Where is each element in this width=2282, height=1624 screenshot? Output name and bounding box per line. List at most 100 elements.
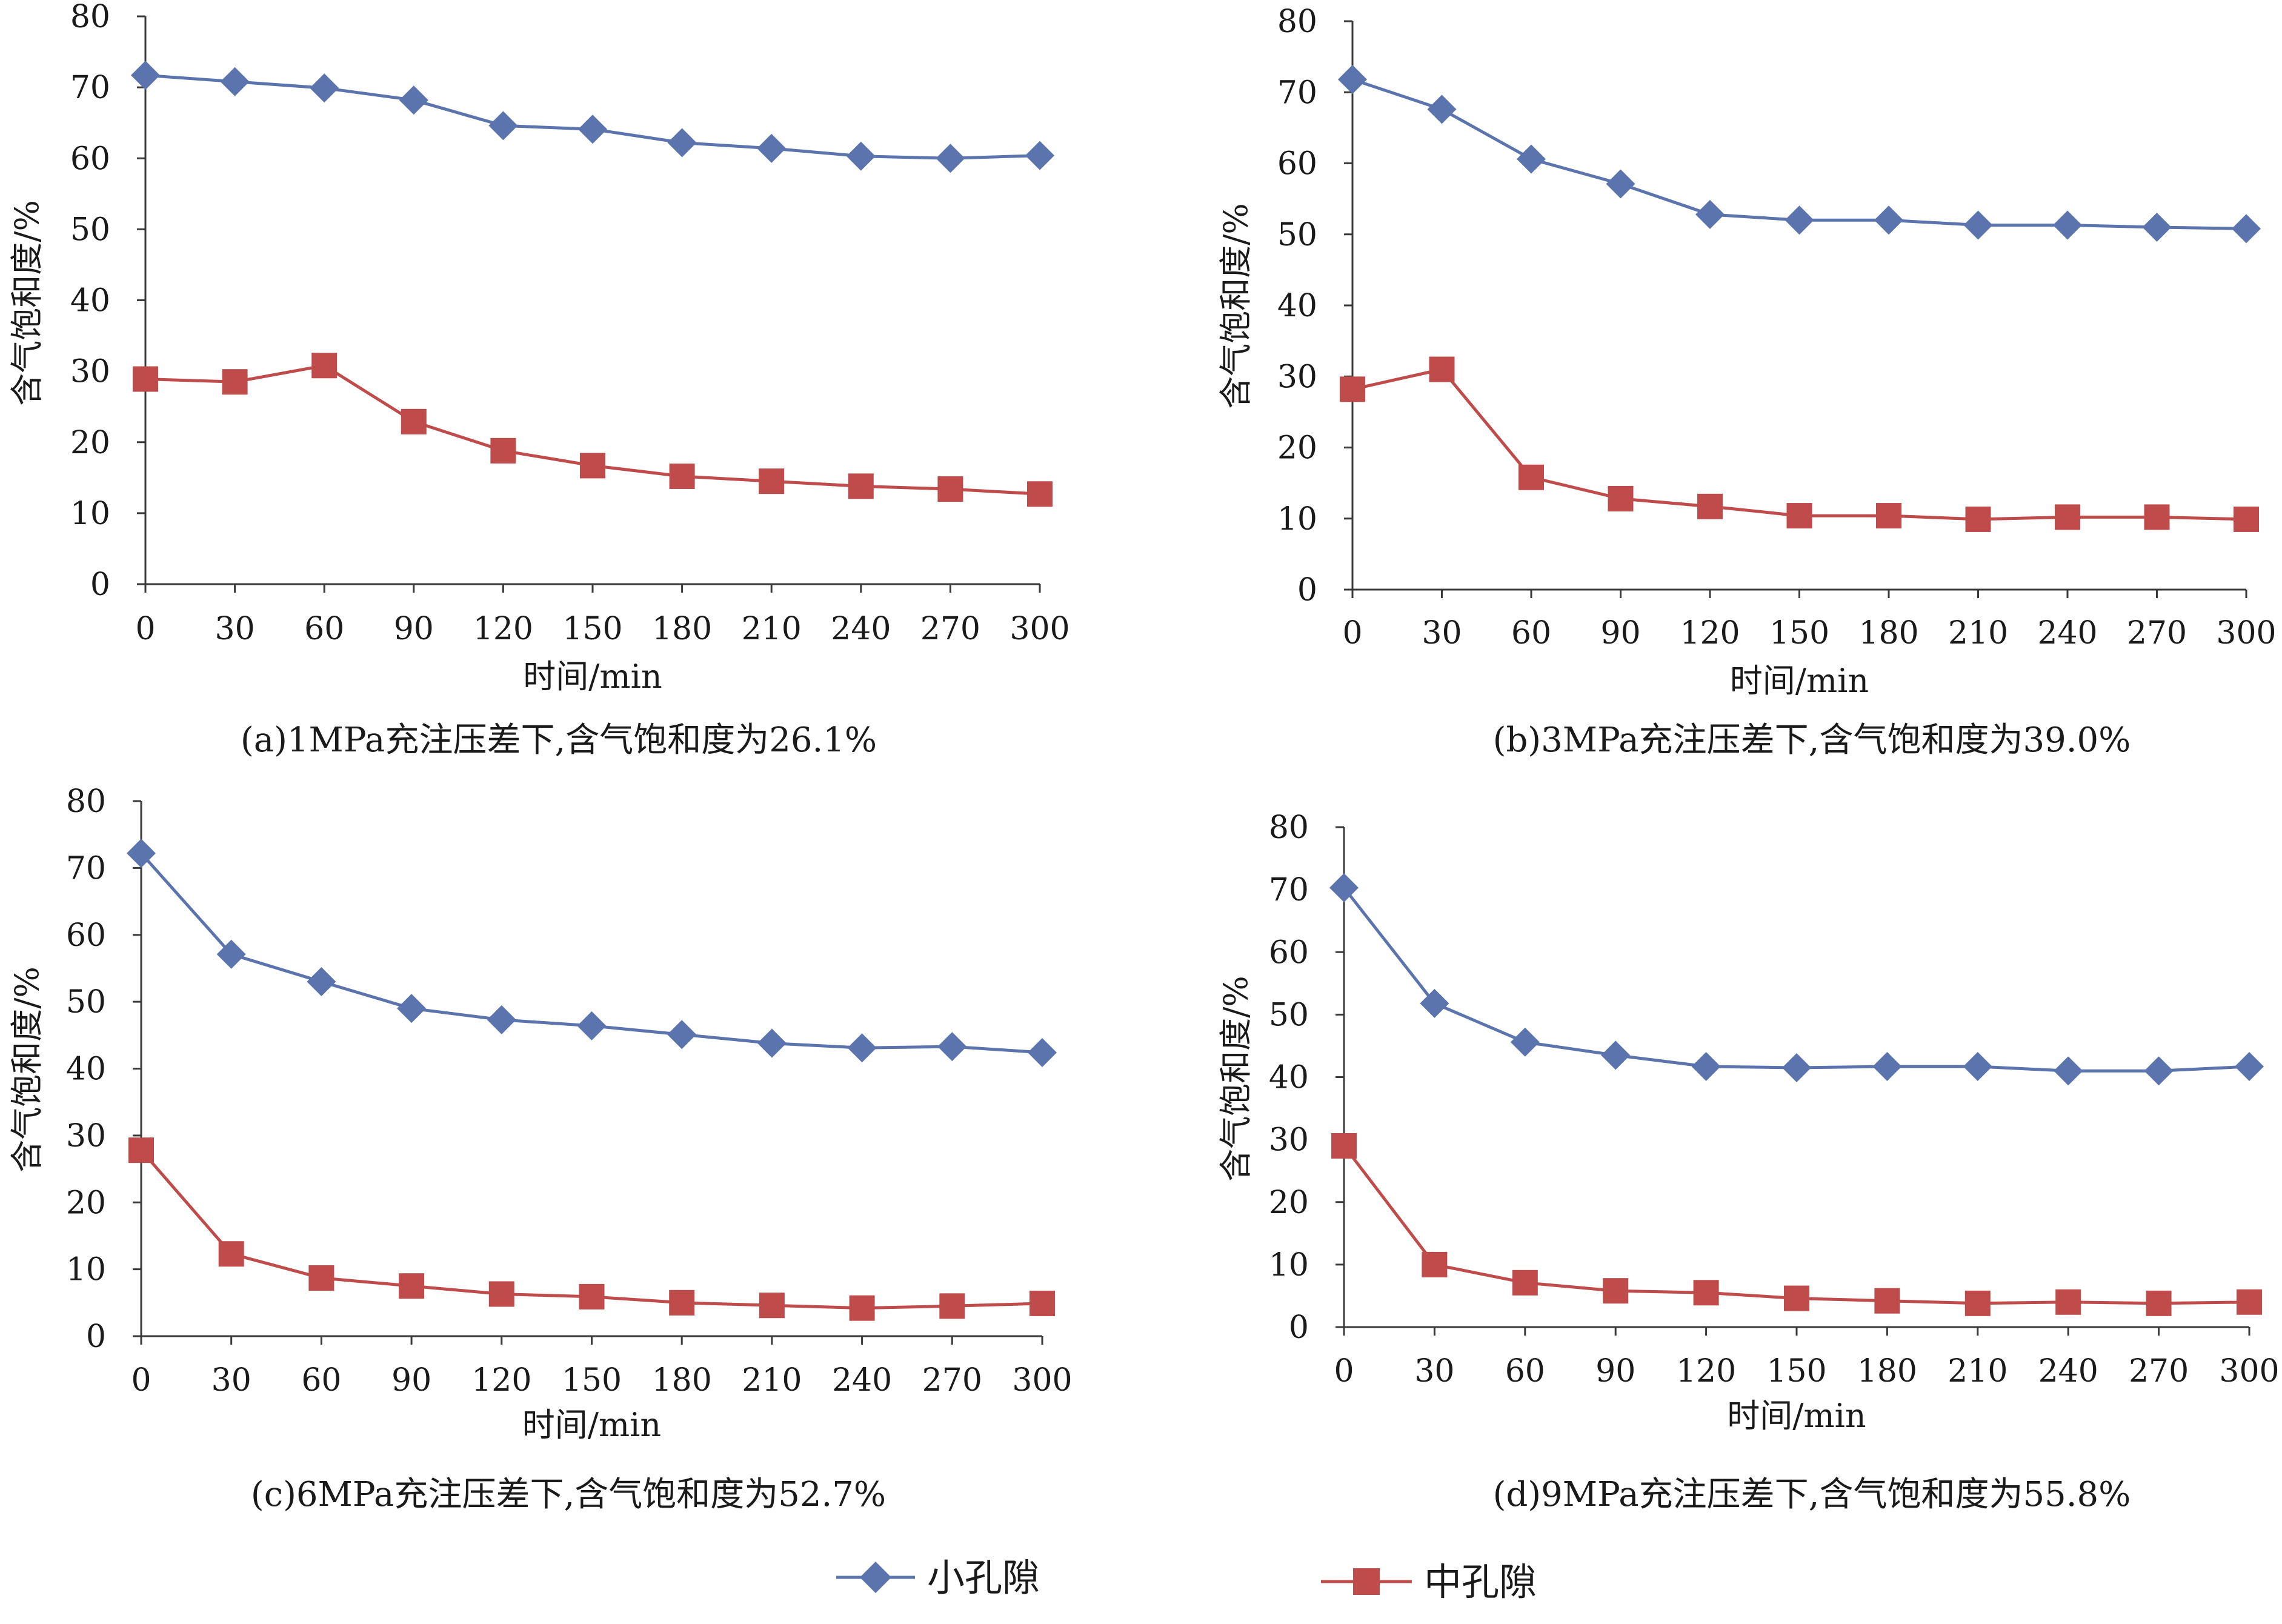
y-tick-label: 20 xyxy=(66,1185,106,1221)
data-point-diamond xyxy=(1427,95,1457,124)
x-tick-label: 240 xyxy=(2037,615,2097,651)
data-point-square xyxy=(1693,1280,1719,1306)
x-tick-label: 180 xyxy=(1857,1353,1917,1389)
data-point-diamond xyxy=(307,967,336,997)
x-axis-title: 时间/min xyxy=(1730,662,1869,700)
data-point-diamond xyxy=(757,1028,787,1058)
data-point-square xyxy=(759,1293,785,1319)
x-tick-label: 0 xyxy=(131,1362,151,1399)
x-axis-title: 时间/min xyxy=(1727,1397,1866,1435)
data-point-square xyxy=(2055,1289,2081,1315)
data-point-square xyxy=(401,408,427,434)
y-tick-label: 70 xyxy=(1277,75,1317,111)
y-tick-label: 10 xyxy=(70,496,110,532)
y-tick-label: 0 xyxy=(86,1319,106,1355)
data-point-square xyxy=(1519,464,1544,490)
data-point-diamond xyxy=(220,67,250,96)
y-axis-title: 含气饱和度/% xyxy=(8,200,46,406)
x-axis-title: 时间/min xyxy=(522,1406,661,1444)
data-point-square xyxy=(580,453,605,479)
data-point-diamond xyxy=(2054,1056,2083,1086)
data-point-diamond xyxy=(216,939,246,969)
data-point-diamond xyxy=(1338,65,1367,95)
y-tick-label: 60 xyxy=(1269,934,1309,971)
x-tick-label: 180 xyxy=(1858,615,1918,651)
chart-panel-d: 0 10 20 30 40 50 60 70 80 0 30 60 90 120 150 180 210 240 2… xyxy=(1217,810,2280,1514)
y-tick-label: 50 xyxy=(70,211,110,248)
y-tick-label: 10 xyxy=(1269,1247,1309,1283)
data-point-square xyxy=(1429,356,1455,382)
data-point-diamond xyxy=(2053,210,2082,240)
legend-marker-diamond xyxy=(860,1562,891,1593)
data-point-diamond xyxy=(399,85,428,115)
series-small-pore xyxy=(1338,65,2261,244)
data-point-diamond xyxy=(577,1011,607,1040)
legend-marker-square xyxy=(1353,1568,1380,1595)
y-tick-label: 50 xyxy=(1277,217,1317,253)
data-point-diamond xyxy=(1517,144,1546,174)
data-point-square xyxy=(222,369,248,395)
x-tick-label: 30 xyxy=(1414,1353,1454,1389)
y-tick-label: 40 xyxy=(1277,288,1317,324)
series-line xyxy=(1343,1145,2250,1305)
x-tick-label: 90 xyxy=(1600,615,1640,651)
data-point-diamond xyxy=(397,994,427,1023)
data-point-square xyxy=(849,1295,875,1321)
y-tick-label: 50 xyxy=(66,984,106,1020)
y-tick-label: 20 xyxy=(1269,1185,1309,1221)
y-tick-label: 40 xyxy=(70,283,110,319)
data-point-square xyxy=(133,366,158,392)
legend-entry-small-pore: 小孔隙 xyxy=(836,1556,1040,1600)
y-tick-label: 60 xyxy=(1277,146,1317,182)
data-point-square xyxy=(1874,1288,1900,1314)
y-tick-label: 80 xyxy=(66,784,106,820)
data-point-diamond xyxy=(1025,141,1054,170)
x-tick-label: 210 xyxy=(1948,615,2008,651)
x-tick-label: 120 xyxy=(1680,615,1740,651)
x-tick-label: 240 xyxy=(831,611,891,647)
y-tick-label: 0 xyxy=(90,567,110,603)
data-point-diamond xyxy=(937,1032,967,1062)
y-tick-label: 60 xyxy=(66,917,106,954)
data-point-diamond xyxy=(487,1005,516,1034)
data-point-square xyxy=(1697,493,1723,519)
data-point-square xyxy=(1965,506,1991,532)
data-point-diamond xyxy=(1028,1038,1057,1068)
data-point-diamond xyxy=(847,1033,877,1063)
x-tick-label: 240 xyxy=(832,1362,892,1399)
data-point-diamond xyxy=(2142,213,2172,242)
data-point-square xyxy=(311,353,338,379)
y-tick-label: 80 xyxy=(70,0,110,35)
x-tick-label: 60 xyxy=(304,611,344,647)
data-point-square xyxy=(848,473,874,499)
y-tick-label: 0 xyxy=(1289,1310,1309,1346)
series-small-pore xyxy=(131,61,1054,173)
panel-caption: (a)1MPa充注压差下,含气饱和度为26.1% xyxy=(241,720,877,760)
data-point-square xyxy=(759,468,785,494)
data-point-diamond xyxy=(2232,214,2261,244)
series-small-pore xyxy=(1329,873,2264,1086)
data-point-square xyxy=(488,1281,514,1307)
series-medium-pore xyxy=(1331,1133,2262,1316)
y-tick-label: 10 xyxy=(66,1252,106,1288)
data-point-square xyxy=(1340,376,1365,402)
legend-entry-medium-pore: 中孔隙 xyxy=(1321,1560,1537,1604)
data-point-square xyxy=(669,1290,695,1316)
data-point-square xyxy=(1603,1278,1629,1304)
x-tick-label: 30 xyxy=(211,1362,251,1399)
data-point-square xyxy=(308,1265,334,1291)
series-line xyxy=(1352,368,2247,521)
data-point-diamond xyxy=(488,111,518,141)
x-tick-label: 210 xyxy=(742,1362,802,1399)
y-tick-label: 30 xyxy=(70,354,110,390)
data-point-diamond xyxy=(131,61,160,90)
x-tick-label: 180 xyxy=(652,611,712,647)
chart-panels: 0 10 20 30 40 50 60 70 80 0 30 60 90 120 150 180 210 240 2… xyxy=(8,0,2280,1514)
series-medium-pore xyxy=(1340,356,2259,532)
x-axis-title: 时间/min xyxy=(523,657,662,696)
y-axis-title: 含气饱和度/% xyxy=(1217,203,1255,409)
data-point-square xyxy=(2055,504,2080,530)
data-point-diamond xyxy=(1329,873,1359,903)
data-point-diamond xyxy=(1963,1051,1992,1081)
